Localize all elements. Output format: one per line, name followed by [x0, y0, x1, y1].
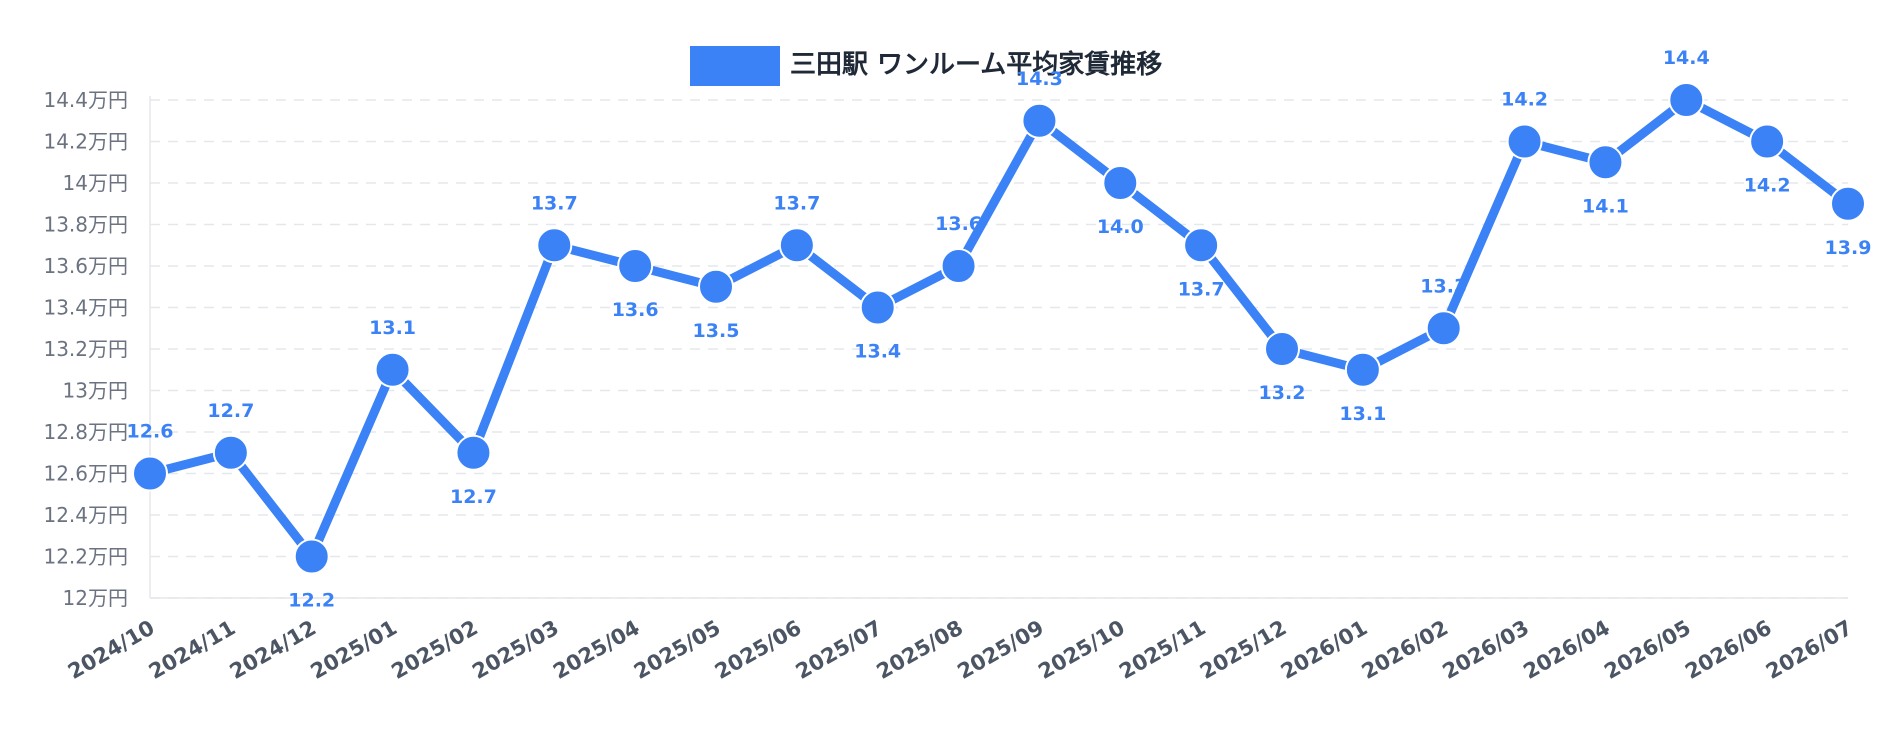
data-label: 12.6: [127, 421, 174, 443]
data-point[interactable]: [1021, 102, 1058, 139]
y-tick-label: 14.2万円: [43, 130, 128, 154]
x-tick-label: 2026/04: [1519, 616, 1614, 684]
data-label: 13.7: [773, 192, 820, 214]
data-point[interactable]: [1749, 123, 1786, 160]
data-point[interactable]: [212, 434, 249, 471]
legend[interactable]: 三田駅 ワンルーム平均家賃推移: [690, 46, 1162, 86]
data-point[interactable]: [1344, 351, 1381, 388]
data-point[interactable]: [1668, 82, 1705, 118]
x-tick-label: 2024/12: [226, 616, 321, 684]
y-tick-label: 14.4万円: [43, 88, 128, 112]
y-tick-label: 12.2万円: [43, 545, 128, 569]
grid-lines: [150, 99, 1848, 599]
x-tick-label: 2025/06: [711, 616, 806, 684]
data-label: 14.4: [1663, 47, 1710, 69]
x-tick-label: 2025/08: [873, 616, 968, 684]
y-tick-label: 14万円: [63, 171, 128, 195]
data-point[interactable]: [1587, 144, 1624, 181]
data-label: 13.5: [693, 320, 740, 342]
y-tick-label: 12.6万円: [43, 462, 128, 486]
series-path: [145, 95, 1853, 561]
axes: [149, 96, 1848, 599]
data-point[interactable]: [859, 289, 896, 326]
x-tick-label: 2025/03: [468, 616, 563, 684]
x-tick-label: 2024/11: [145, 616, 240, 684]
data-label: 13.7: [531, 192, 578, 214]
x-tick-label: 2025/12: [1196, 616, 1291, 684]
y-tick-label: 13.6万円: [43, 254, 128, 278]
data-label: 13.9: [1825, 237, 1872, 259]
y-tick-label: 13万円: [63, 379, 128, 403]
data-point[interactable]: [778, 227, 815, 264]
y-tick-label: 13.2万円: [43, 337, 128, 361]
data-label: 13.6: [612, 299, 659, 321]
x-tick-label: 2026/02: [1358, 616, 1453, 684]
data-point[interactable]: [455, 434, 492, 471]
x-tick-label: 2025/10: [1034, 616, 1129, 684]
x-tick-label: 2025/07: [792, 616, 887, 684]
data-label: 14.1: [1582, 195, 1629, 217]
data-points: [132, 82, 1866, 575]
y-tick-label: 13.4万円: [43, 296, 128, 320]
data-label: 14.2: [1744, 175, 1791, 197]
x-tick-label: 2025/05: [630, 616, 725, 684]
data-label: 13.7: [1178, 278, 1225, 300]
series-line: [145, 95, 1853, 561]
data-point[interactable]: [698, 268, 734, 305]
data-point[interactable]: [1830, 185, 1866, 222]
data-point[interactable]: [293, 538, 330, 575]
data-point[interactable]: [536, 227, 573, 264]
x-tick-label: 2026/06: [1681, 616, 1776, 684]
data-label: 14.3: [1016, 68, 1063, 90]
y-tick-label: 12.4万円: [43, 503, 128, 527]
data-point[interactable]: [617, 248, 654, 284]
x-tick-label: 2025/02: [387, 616, 482, 684]
data-point[interactable]: [1183, 227, 1220, 264]
x-tick-label: 2026/07: [1762, 616, 1857, 684]
data-label: 12.7: [450, 486, 497, 508]
data-label: 13.2: [1259, 382, 1306, 404]
legend-swatch: [690, 46, 780, 86]
data-point[interactable]: [1102, 165, 1139, 201]
data-point[interactable]: [940, 248, 977, 284]
data-labels: 12.6 12.7 12.2 13.1 12.7 13.7 13.6 13.5 13.7 13.4…: [127, 47, 1872, 612]
data-label: 12.2: [288, 590, 335, 612]
data-point[interactable]: [1264, 331, 1300, 367]
data-label: 13.6: [935, 213, 982, 235]
x-tick-label: 2025/04: [549, 616, 644, 684]
data-label: 13.4: [854, 341, 901, 363]
data-label: 14.0: [1097, 216, 1144, 238]
y-axis-ticks: 12万円 12.2万円 12.4万円 12.6万円 12.8万円 13万円 13.2万円 13…: [43, 88, 128, 610]
y-tick-label: 13.8万円: [43, 213, 128, 237]
data-point[interactable]: [1425, 310, 1462, 347]
x-axis-ticks: 2024/102024/112024/122025/012025/022025/…: [64, 616, 1857, 684]
x-tick-label: 2026/03: [1439, 616, 1534, 684]
x-tick-label: 2025/11: [1115, 616, 1210, 684]
data-label: 13.3: [1420, 275, 1467, 297]
data-point[interactable]: [1506, 123, 1543, 160]
x-tick-label: 2025/01: [307, 616, 402, 684]
x-tick-label: 2026/01: [1277, 616, 1372, 684]
data-point[interactable]: [374, 351, 411, 388]
data-label: 14.2: [1501, 89, 1548, 111]
y-tick-label: 12.8万円: [43, 420, 128, 444]
data-label: 13.1: [1339, 403, 1386, 425]
data-point[interactable]: [132, 455, 168, 492]
x-tick-label: 2024/10: [64, 616, 159, 684]
y-tick-label: 12万円: [63, 586, 128, 610]
legend-label: 三田駅 ワンルーム平均家賃推移: [790, 49, 1162, 80]
data-label: 13.1: [369, 317, 416, 339]
data-label: 12.7: [207, 400, 254, 422]
x-tick-label: 2025/09: [953, 616, 1048, 684]
x-tick-label: 2026/05: [1600, 616, 1695, 684]
